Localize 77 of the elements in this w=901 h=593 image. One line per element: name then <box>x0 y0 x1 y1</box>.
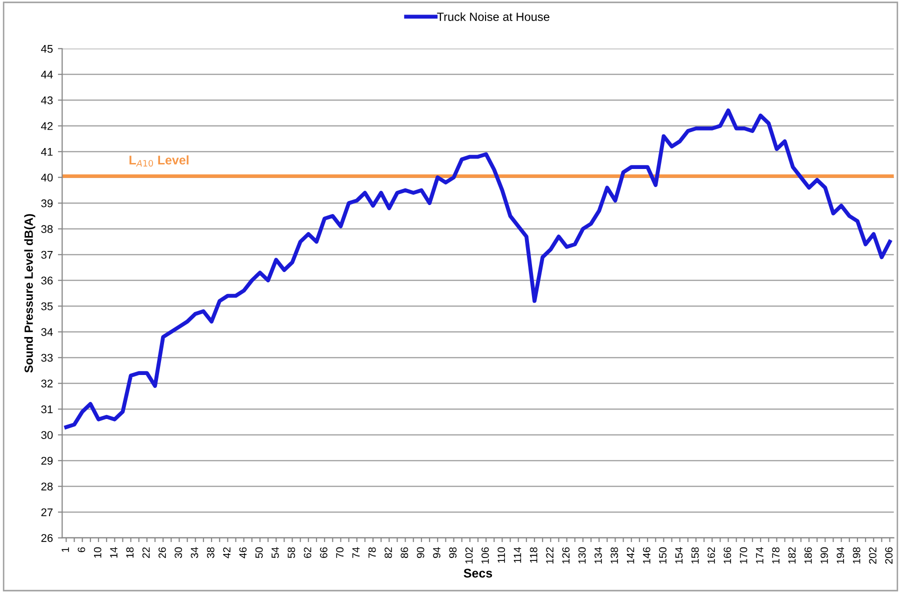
x-tick-label: 62 <box>304 547 312 558</box>
x-tick-label: 146 <box>642 547 650 564</box>
x-tick-label: 50 <box>255 547 263 558</box>
x-tick-label: 38 <box>206 547 214 558</box>
x-tick-label: 198 <box>852 547 860 564</box>
x-tick-label: 110 <box>498 547 505 563</box>
y-tick-label: 29 <box>41 456 53 465</box>
x-tick-label: 138 <box>610 547 618 564</box>
x-tick-label: 42 <box>223 547 230 558</box>
x-tick-label: 14 <box>110 547 118 558</box>
x-tick-label: 166 <box>724 547 732 564</box>
y-tick-label: 33 <box>41 354 53 362</box>
legend-label: Truck Noise at House <box>437 12 550 21</box>
y-tick-label: 36 <box>41 276 53 284</box>
y-tick-label: 26 <box>41 534 53 542</box>
x-tick-label: 154 <box>675 547 683 564</box>
x-tick-label: 182 <box>788 547 796 564</box>
x-tick-label: 66 <box>320 547 328 558</box>
x-tick-label: 170 <box>740 547 748 564</box>
y-axis-title: Sound Pressure Level dB(A) <box>24 214 36 373</box>
y-tick-label: 39 <box>41 199 53 208</box>
y-tick-label: 42 <box>41 122 53 130</box>
y-tick-label: 31 <box>41 405 53 414</box>
y-tick-label: 28 <box>41 482 53 490</box>
y-tick-label: 37 <box>41 250 53 259</box>
x-tick-label: 26 <box>158 547 166 558</box>
x-tick-label: 94 <box>433 547 440 558</box>
x-tick-label: 98 <box>449 547 457 558</box>
x-tick-label: 22 <box>142 547 150 558</box>
x-tick-label: 206 <box>885 547 893 564</box>
x-tick-label: 162 <box>708 547 715 564</box>
x-tick-label: 18 <box>126 547 134 558</box>
x-tick-label: 130 <box>578 547 586 564</box>
x-tick-label: 74 <box>352 547 360 558</box>
line-series <box>64 108 892 430</box>
y-tick-label: 40 <box>41 174 53 182</box>
y-tick-label: 34 <box>41 328 53 336</box>
x-tick-label: 78 <box>368 547 376 558</box>
x-axis-title: Secs <box>464 568 492 578</box>
x-tick-label: 6 <box>78 547 86 552</box>
x-tick-label: 102 <box>465 547 473 564</box>
x-tick-label: 114 <box>514 547 522 563</box>
x-tick-label: 1 <box>62 547 69 552</box>
x-tick-label: 46 <box>239 547 247 558</box>
x-tick-label: 86 <box>400 547 408 558</box>
x-tick-label: 54 <box>272 547 279 558</box>
x-tick-label: 142 <box>626 547 634 564</box>
x-tick-label: 58 <box>288 547 296 558</box>
y-tick-label: 43 <box>41 96 53 104</box>
x-tick-label: 70 <box>336 547 344 558</box>
y-tick-label: 41 <box>41 148 53 156</box>
x-tick-label: 134 <box>594 547 602 564</box>
y-tick-label: 44 <box>41 70 53 78</box>
x-tick-label: 106 <box>481 547 489 564</box>
x-tick-label: 30 <box>174 547 182 558</box>
x-tick-label: 158 <box>691 547 699 564</box>
x-tick-label: 122 <box>546 547 554 564</box>
y-tick-label: 35 <box>41 302 53 310</box>
x-tick-label: 82 <box>384 547 392 558</box>
x-tick-label: 174 <box>756 547 764 564</box>
y-tick-label: 45 <box>41 45 53 53</box>
x-tick-label: 186 <box>804 547 812 564</box>
x-tick-label: 202 <box>869 547 876 564</box>
x-tick-label: 178 <box>772 547 780 564</box>
x-tick-label: 34 <box>190 547 198 558</box>
y-tick-label: 38 <box>41 225 53 233</box>
x-tick-label: 150 <box>659 547 666 564</box>
y-tick-label: 30 <box>41 431 53 439</box>
x-tick-label: 194 <box>836 547 844 564</box>
x-tick-label: 90 <box>416 547 424 558</box>
x-tick-label: 190 <box>820 547 828 564</box>
y-tick-label: 32 <box>41 380 53 388</box>
ref-line-label: L$_{A10}$ Level <box>130 155 188 167</box>
x-tick-label: 126 <box>562 547 570 564</box>
x-tick-label: 10 <box>94 547 102 558</box>
y-tick-label: 27 <box>41 508 53 516</box>
x-tick-label: 118 <box>530 547 538 563</box>
